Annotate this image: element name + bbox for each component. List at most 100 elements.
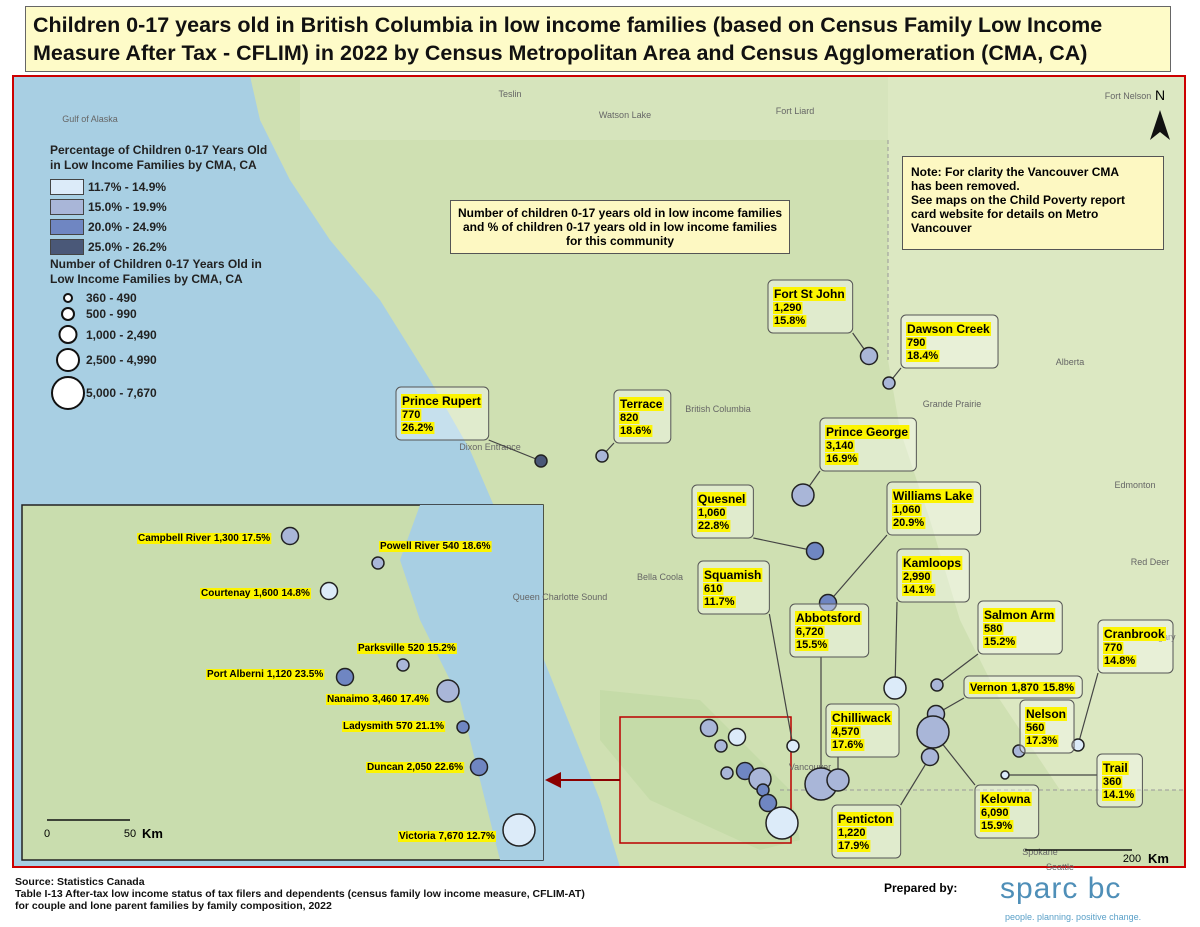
place-label: Grande Prairie <box>923 399 982 409</box>
community-circle <box>502 813 536 847</box>
label-highlight <box>969 682 1076 694</box>
callout-name: Salmon Arm <box>984 608 1054 622</box>
inset-label-text: Port Alberni 1,120 23.5% <box>207 669 323 680</box>
label-highlight <box>398 831 496 842</box>
community-circle <box>883 676 907 700</box>
label-highlight <box>619 397 664 411</box>
note-line: card website for details on Metro Vancou… <box>911 207 1099 235</box>
legend-circle <box>58 325 78 344</box>
legend-label: 5,000 - 7,670 <box>86 386 157 400</box>
callout-name: Trail <box>1103 761 1128 775</box>
inset-count_label: 570 <box>396 721 413 732</box>
label-highlight <box>892 504 922 516</box>
label-highlight <box>379 541 492 552</box>
tagline: people. planning. positive change. <box>1005 912 1142 922</box>
label-highlight <box>892 489 974 503</box>
legend-row: 11.7% - 14.9% <box>50 177 290 197</box>
callout-pct_label: 26.2% <box>402 422 433 434</box>
legend-row: 360 - 490 <box>50 291 290 305</box>
inset-count_label: 1,600 <box>253 588 278 599</box>
vancouver-island <box>600 690 800 850</box>
legend-label: 25.0% - 26.2% <box>88 240 167 254</box>
label-highlight <box>837 812 894 826</box>
north-arrow <box>1150 110 1170 140</box>
callout-count_label: 770 <box>402 409 420 421</box>
note: Note: For clarity the Vancouver CMA has b… <box>902 156 1164 250</box>
inset-label-text: Courtenay 1,600 14.8% <box>201 588 310 599</box>
label-highlight <box>703 568 763 582</box>
label-highlight <box>983 608 1056 622</box>
inset-label: Nanaimo 3,460 17.4% <box>326 694 430 705</box>
callout-name: Cranbrook <box>1104 627 1165 641</box>
legend-label: 15.0% - 19.9% <box>88 200 167 214</box>
callout-pct_label: 17.9% <box>838 840 869 852</box>
callout-count_label: 1,060 <box>698 507 726 519</box>
callout-pct_label: 17.6% <box>832 739 863 751</box>
label-highlight <box>1103 655 1137 667</box>
legend-symbol <box>51 376 85 410</box>
callout-pct_label: 17.3% <box>1026 735 1057 747</box>
community-circle <box>1071 738 1085 752</box>
label-highlight <box>837 827 867 839</box>
legend-circle <box>51 376 85 410</box>
leader-line <box>827 534 888 604</box>
leader-line <box>936 653 979 686</box>
callout-name: Penticton <box>838 812 893 826</box>
leader-line <box>900 756 931 806</box>
community-circle <box>882 376 896 390</box>
community-circle <box>930 678 944 692</box>
legend-row: 25.0% - 26.2% <box>50 237 290 257</box>
inset-count_label: 540 <box>442 541 459 552</box>
callout-count_label: 6,090 <box>981 807 1009 819</box>
callout-pct_label: 18.4% <box>907 350 938 362</box>
place-label: Fort Nelson <box>1105 91 1152 101</box>
label-highlight <box>697 520 731 532</box>
inset-label: Port Alberni 1,120 23.5% <box>206 669 325 680</box>
label-highlight <box>831 739 865 751</box>
label-highlight <box>773 287 846 301</box>
community-circle <box>859 346 879 366</box>
place-label: Alberta <box>1056 357 1085 367</box>
place-label: Seattle <box>1046 862 1074 872</box>
inset-pct_label: 18.6% <box>462 541 490 552</box>
community-circle <box>1000 770 1010 780</box>
legend-label: 360 - 490 <box>86 291 137 305</box>
legend-symbol <box>56 348 80 372</box>
legend-label: 500 - 990 <box>86 307 137 321</box>
community-circle <box>1012 744 1026 758</box>
label-highlight <box>619 412 640 424</box>
legend-symbol <box>63 293 73 303</box>
inset-label: Victoria 7,670 12.7% <box>398 831 496 842</box>
logo: sparc bc <box>1000 872 1122 905</box>
callout-count_label: 1,060 <box>893 504 921 516</box>
scale-unit: Km <box>142 826 163 841</box>
inset-pct_label: 17.5% <box>242 533 270 544</box>
leader-line <box>768 613 794 747</box>
leader-line <box>488 439 542 462</box>
callout-pct_label: 15.8% <box>774 315 805 327</box>
inset-pct_label: 17.4% <box>400 694 428 705</box>
inset-pct_label: 12.7% <box>467 831 495 842</box>
inset-echo-circle <box>699 718 719 738</box>
legend-row: 2,500 - 4,990 <box>50 346 290 374</box>
place-label: Edmonton <box>1114 480 1155 490</box>
label-highlight <box>1025 707 1068 721</box>
inset-label-text: Powell River 540 18.6% <box>380 541 491 552</box>
label-highlight <box>825 453 859 465</box>
label-highlight <box>825 425 910 439</box>
inset-name: Powell River <box>380 541 440 552</box>
inset-pct_label: 14.8% <box>281 588 309 599</box>
callout-name: Williams Lake <box>893 489 973 503</box>
callout-count_label: 560 <box>1026 722 1044 734</box>
inset-label-text: Parksville 520 15.2% <box>358 643 456 654</box>
legend-row: 15.0% - 19.9% <box>50 197 290 217</box>
label-highlight <box>892 517 926 529</box>
callout-line: Number of children 0-17 years old in low… <box>457 206 783 220</box>
